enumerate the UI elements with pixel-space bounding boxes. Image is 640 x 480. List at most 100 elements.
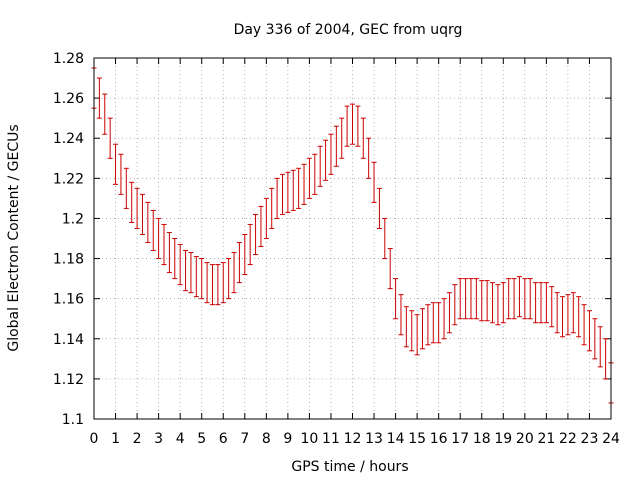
- x-tick-label: 18: [473, 431, 491, 447]
- data-point: [328, 133, 334, 175]
- data-point: [376, 187, 382, 229]
- x-tick-label: 5: [197, 431, 206, 447]
- data-point: [366, 137, 372, 179]
- data-point: [603, 338, 609, 380]
- x-tick-label: 20: [516, 431, 534, 447]
- data-point: [452, 284, 458, 326]
- y-axis-label: Global Electron Content / GECUs: [6, 124, 22, 351]
- data-point: [409, 310, 415, 352]
- data-point: [183, 250, 189, 292]
- data-point: [253, 213, 259, 256]
- data-point: [220, 262, 226, 304]
- data-point: [387, 248, 393, 290]
- data-point: [473, 278, 479, 320]
- data-point: [188, 252, 194, 294]
- data-point: [420, 308, 426, 350]
- data-point: [118, 153, 124, 195]
- data-point: [172, 238, 178, 280]
- data-point: [522, 278, 528, 320]
- x-tick-label: 3: [154, 431, 163, 447]
- x-axis-label: GPS time / hours: [291, 459, 408, 475]
- data-point: [339, 117, 345, 159]
- x-tick-label: 21: [537, 431, 555, 447]
- data-point: [113, 143, 119, 185]
- data-point: [269, 187, 275, 229]
- x-tick-label: 19: [494, 431, 512, 447]
- data-point: [586, 310, 592, 352]
- tick-labels: 0 1 2 3 4 5 6 7 8 9 10 11 12 13 14 15 16 17 18 19 20 21 22 23 24…: [53, 51, 620, 447]
- data-point: [258, 205, 264, 248]
- data-point: [145, 201, 151, 244]
- data-point: [177, 244, 183, 286]
- data-point: [441, 298, 447, 340]
- data-point: [457, 278, 463, 320]
- data-point: [527, 278, 533, 320]
- data-point: [290, 169, 296, 211]
- data-point: [161, 223, 167, 266]
- data-point: [285, 171, 291, 213]
- data-point: [156, 217, 162, 260]
- data-point: [306, 157, 312, 199]
- y-tick-label: 1.12: [53, 372, 84, 388]
- data-point: [570, 292, 576, 334]
- data-point: [204, 262, 210, 304]
- data-point: [134, 187, 140, 229]
- data-point: [236, 242, 242, 284]
- data-point: [549, 286, 555, 328]
- plot-frame: [93, 57, 612, 420]
- data-point: [312, 153, 318, 195]
- data-point: [425, 304, 431, 346]
- data-point: [107, 117, 113, 159]
- x-tick-label: 12: [344, 431, 362, 447]
- data-point: [382, 217, 388, 260]
- x-tick-label: 22: [559, 431, 577, 447]
- data-point: [323, 139, 329, 181]
- data-point: [538, 282, 544, 324]
- data-point: [371, 161, 377, 203]
- data-point: [479, 280, 485, 322]
- x-tick-label: 1: [111, 431, 120, 447]
- data-point: [463, 278, 469, 320]
- y-tick-label: 1.1: [62, 412, 84, 428]
- data-point: [355, 105, 361, 147]
- y-tick-label: 1.24: [53, 131, 84, 147]
- data-point: [516, 276, 522, 318]
- data-point: [500, 282, 506, 324]
- data-point: [446, 292, 452, 334]
- data-point: [242, 233, 248, 276]
- data-point: [350, 103, 355, 145]
- data-point: [317, 145, 323, 187]
- y-tick-label: 1.26: [53, 91, 84, 107]
- x-tick-label: 15: [408, 431, 426, 447]
- y-tick-label: 1.22: [53, 171, 84, 187]
- data-point: [581, 304, 587, 346]
- data-point: [209, 264, 215, 306]
- data-point: [199, 258, 205, 300]
- x-tick-label: 6: [219, 431, 228, 447]
- data-point: [279, 173, 285, 215]
- data-point: [560, 296, 566, 338]
- x-tick-label: 16: [430, 431, 448, 447]
- data-point: [166, 231, 172, 274]
- data-point: [96, 77, 102, 119]
- y-tick-label: 1.16: [53, 292, 84, 308]
- x-tick-label: 2: [133, 431, 142, 447]
- data-point: [193, 256, 199, 298]
- x-tick-label: 13: [365, 431, 383, 447]
- x-tick-label: 24: [602, 431, 620, 447]
- data-point: [150, 209, 156, 252]
- data-point: [226, 258, 232, 300]
- x-tick-label: 23: [581, 431, 599, 447]
- data-point: [576, 296, 582, 338]
- data-point: [139, 193, 145, 235]
- x-tick-label: 8: [262, 431, 271, 447]
- data-point: [533, 282, 539, 324]
- x-tick-label: 0: [90, 431, 99, 447]
- data-point: [344, 105, 350, 147]
- data-point: [129, 181, 135, 223]
- data-point: [490, 282, 496, 324]
- data-point: [484, 280, 490, 322]
- data-point: [393, 278, 399, 320]
- data-point: [554, 292, 560, 334]
